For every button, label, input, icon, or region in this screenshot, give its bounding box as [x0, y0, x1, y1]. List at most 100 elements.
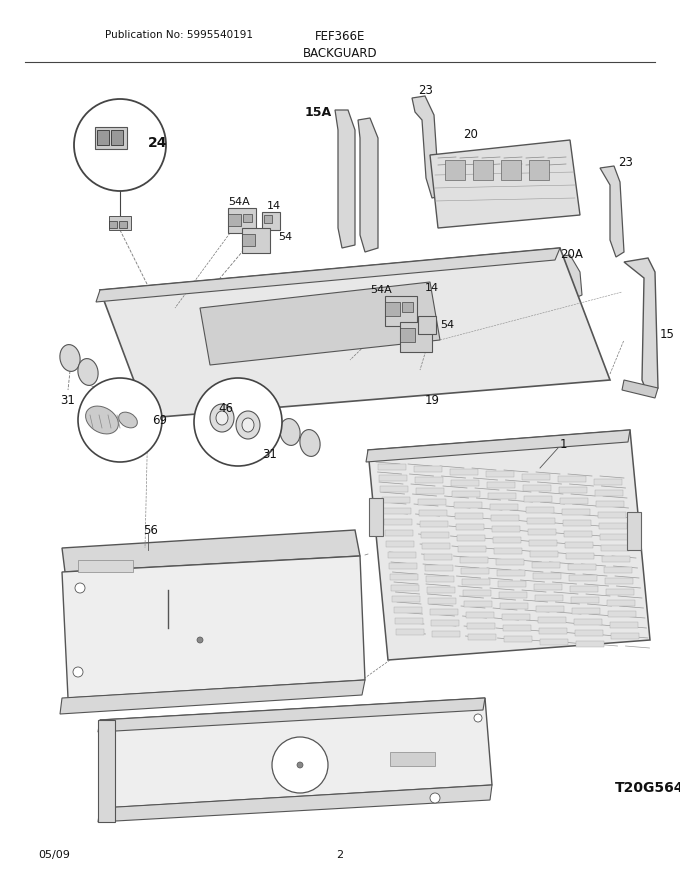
Text: 23: 23 [418, 84, 433, 97]
Bar [419, 510, 447, 517]
Bar [595, 490, 623, 496]
Bar [109, 216, 131, 230]
Polygon shape [100, 248, 610, 418]
Circle shape [272, 737, 328, 793]
Bar [560, 498, 588, 504]
Bar [402, 302, 413, 312]
Bar [386, 541, 414, 547]
Bar [390, 574, 418, 580]
Bar [601, 545, 629, 551]
Bar [594, 479, 622, 485]
Text: 1: 1 [560, 437, 568, 451]
Bar [432, 632, 460, 637]
Bar [415, 478, 443, 483]
Bar [383, 508, 411, 514]
Bar [568, 576, 597, 582]
Circle shape [78, 378, 162, 462]
Bar [379, 475, 407, 481]
Text: Publication No: 5995540191: Publication No: 5995540191 [105, 30, 253, 40]
Polygon shape [358, 118, 378, 252]
Bar [452, 480, 479, 486]
Text: 14: 14 [267, 201, 281, 211]
Bar [504, 636, 532, 642]
Bar [574, 620, 602, 626]
Bar [599, 523, 627, 529]
Bar [228, 208, 256, 233]
Polygon shape [622, 380, 658, 398]
Ellipse shape [216, 411, 228, 425]
Bar [450, 469, 478, 475]
Bar [463, 590, 491, 596]
Bar [421, 532, 449, 539]
Ellipse shape [210, 404, 234, 432]
Text: 54A: 54A [228, 197, 250, 207]
Bar [602, 556, 630, 562]
Bar [418, 316, 436, 334]
Bar [422, 544, 450, 549]
Text: 19: 19 [425, 393, 440, 407]
Bar [535, 595, 563, 601]
Circle shape [73, 667, 83, 677]
Bar [394, 607, 422, 613]
Bar [424, 554, 452, 561]
Bar [462, 579, 490, 585]
Text: FEF366E: FEF366E [315, 30, 365, 43]
Bar [391, 585, 419, 591]
Bar [490, 504, 517, 510]
Bar [119, 221, 127, 228]
Bar [503, 626, 531, 632]
Ellipse shape [86, 406, 118, 434]
Text: 31: 31 [262, 449, 277, 461]
Bar [539, 628, 567, 634]
Bar [575, 630, 602, 636]
Polygon shape [98, 785, 492, 822]
Bar [523, 485, 551, 491]
Polygon shape [555, 255, 582, 298]
Bar [604, 567, 632, 573]
Bar [425, 566, 453, 571]
Bar [369, 498, 383, 536]
Bar [389, 563, 417, 569]
Bar [529, 540, 557, 546]
Bar [528, 529, 556, 535]
Bar [390, 752, 435, 766]
Bar [609, 611, 636, 617]
Bar [431, 620, 459, 627]
Bar [559, 488, 588, 494]
Bar [526, 507, 554, 513]
Bar [538, 617, 566, 623]
Bar [558, 476, 586, 482]
Bar [494, 548, 522, 554]
Ellipse shape [280, 419, 300, 445]
Bar [452, 491, 480, 497]
Bar [464, 601, 492, 607]
Bar [426, 576, 454, 583]
Bar [596, 501, 624, 507]
Bar [381, 497, 409, 503]
Circle shape [75, 583, 85, 593]
Bar [473, 160, 493, 180]
Text: 56: 56 [143, 524, 158, 537]
Bar [445, 160, 465, 180]
Polygon shape [412, 96, 445, 198]
Bar [414, 466, 442, 473]
Bar [385, 302, 400, 316]
Bar [540, 639, 568, 645]
Bar [487, 482, 515, 488]
Bar [456, 524, 484, 530]
Bar [400, 322, 432, 352]
Bar [522, 474, 550, 480]
Text: 2: 2 [337, 850, 343, 860]
Bar [534, 584, 562, 590]
Bar [455, 513, 483, 519]
Bar [385, 296, 417, 326]
Polygon shape [96, 248, 560, 302]
Text: 20: 20 [463, 128, 478, 142]
Bar [420, 522, 448, 527]
Polygon shape [335, 110, 355, 248]
Bar [524, 496, 552, 502]
Bar [627, 512, 641, 550]
Bar [430, 610, 458, 615]
Bar [498, 582, 526, 588]
Bar [600, 534, 628, 540]
